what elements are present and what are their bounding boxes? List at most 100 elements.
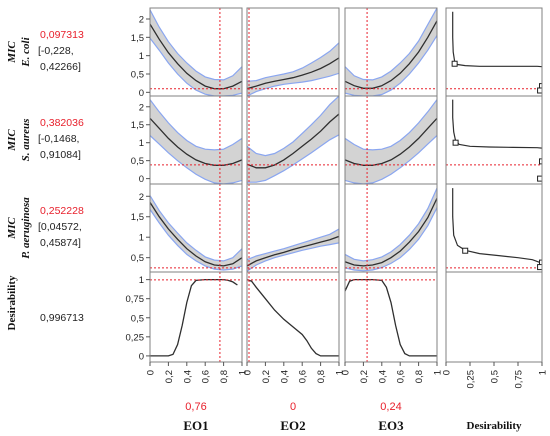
desirability-content (446, 99, 542, 182)
panel-content (150, 272, 242, 362)
confidence-interval-upper: 0,42266] (40, 61, 81, 73)
axes: 00,511,5200,511,520,511,5200,250,50,7510… (126, 15, 549, 434)
x-tick-label: 0 (146, 370, 157, 375)
x-tick-label: 0,4 (377, 370, 388, 383)
y-tick-label: 1,5 (131, 33, 144, 44)
panel-content (150, 8, 242, 96)
confidence-upper-line (247, 42, 339, 82)
profile-panel-eo1 (149, 7, 243, 97)
panel-content (150, 184, 242, 272)
panel-content (247, 184, 339, 272)
x-tick-label: 0,2 (359, 370, 370, 383)
desirability-content (446, 11, 542, 94)
factor-current-value: 0,76 (185, 401, 206, 413)
panel-content (247, 8, 339, 96)
desirability-x-tick-label: 0,75 (514, 370, 525, 389)
prediction-trace (150, 202, 242, 267)
prediction-trace (150, 278, 238, 357)
desirability-x-tick-label: 0,5 (490, 370, 501, 383)
prediction-trace (345, 278, 437, 357)
x-tick-label: 0,6 (396, 370, 407, 383)
prediction-trace (345, 198, 437, 267)
y-tick-label: 0 (139, 88, 144, 99)
response-label-organism: P. aeruginosa (20, 197, 32, 259)
desirability-function (452, 188, 542, 265)
desirability-handle (451, 60, 458, 67)
desirability-handle (452, 139, 459, 146)
confidence-upper-line (247, 228, 339, 261)
confidence-lower-line (247, 242, 339, 272)
confidence-band (345, 188, 437, 271)
desirability-x-tick-label: 1 (538, 370, 549, 375)
y-tick-label: 2 (139, 102, 144, 113)
y-tick-label: 1 (139, 51, 144, 62)
profile-panel-eo2 (246, 95, 340, 185)
y-tick-label: 0,5 (131, 253, 144, 264)
confidence-interval-lower: [-0,1468, (38, 133, 79, 145)
desirability-panel (445, 271, 543, 363)
y-tick-label: 2 (139, 192, 144, 203)
desirability-frame (445, 7, 543, 97)
x-tick-label: 0,4 (279, 370, 290, 383)
panel-content (150, 96, 242, 184)
desirability-handle (539, 158, 542, 165)
x-tick-label: 0 (243, 370, 254, 375)
profile-panel-eo1 (149, 271, 243, 363)
prediction-trace (345, 20, 437, 89)
profile-panel-eo3 (344, 7, 438, 97)
confidence-band (150, 99, 242, 184)
desirability-panel (445, 7, 543, 97)
confidence-interval-lower: [0,04572, (38, 221, 82, 233)
desirability-panel (445, 183, 543, 273)
confidence-upper-line (345, 8, 437, 81)
profile-panel-eo2 (246, 271, 340, 363)
desirability-content (446, 188, 542, 271)
profile-panel-eo2 (246, 183, 340, 273)
x-tick-label: 0,2 (261, 370, 272, 383)
panel-frame (246, 271, 340, 363)
panel-content (345, 272, 437, 362)
desirability-x-tick-label: 0,25 (466, 370, 477, 389)
profile-panel-eo1 (149, 183, 243, 273)
confidence-interval-upper: 0,45874] (40, 237, 81, 249)
x-tick-label: 0,2 (164, 370, 175, 383)
confidence-lower-line (345, 207, 437, 272)
factor-name: EO3 (378, 418, 404, 433)
response-label-mic: MIC (6, 41, 18, 64)
desirability-axis-label: Desirability (467, 420, 522, 432)
desirability-handle (539, 259, 542, 266)
confidence-band (247, 96, 339, 183)
confidence-band (345, 8, 437, 96)
desirability-handle (462, 247, 469, 254)
confidence-interval-upper: 0,91084] (40, 149, 81, 161)
x-tick-label: 0,6 (201, 370, 212, 383)
x-tick-label: 1 (238, 370, 249, 375)
x-tick-label: 1 (335, 370, 346, 375)
profile-panel-eo3 (344, 183, 438, 273)
confidence-upper-line (150, 195, 242, 262)
x-tick-label: 0,4 (182, 370, 193, 383)
confidence-lower-line (150, 209, 242, 271)
y-tick-label: 0,75 (126, 294, 145, 305)
desirability-handle (537, 87, 542, 94)
y-tick-label: 0,5 (131, 70, 144, 81)
confidence-interval-lower: [-0,228, (38, 45, 74, 57)
desirability-handle (537, 175, 542, 182)
panel-frame (149, 271, 243, 363)
confidence-band (345, 99, 437, 184)
x-tick-label: 0,6 (298, 370, 309, 383)
prediction-trace (345, 117, 437, 166)
confidence-band (247, 42, 339, 96)
desirability-handle (537, 264, 542, 271)
panel-content (345, 96, 437, 184)
confidence-upper-line (345, 187, 437, 262)
x-tick-label: 0,8 (414, 370, 425, 383)
prediction-trace (247, 113, 339, 169)
desirability-x-tick-label: 0 (442, 370, 453, 375)
desirability-panel (445, 95, 543, 185)
desirability-frame (445, 95, 543, 185)
desirability-function (452, 11, 542, 68)
response-label-mic: MIC (6, 217, 18, 240)
